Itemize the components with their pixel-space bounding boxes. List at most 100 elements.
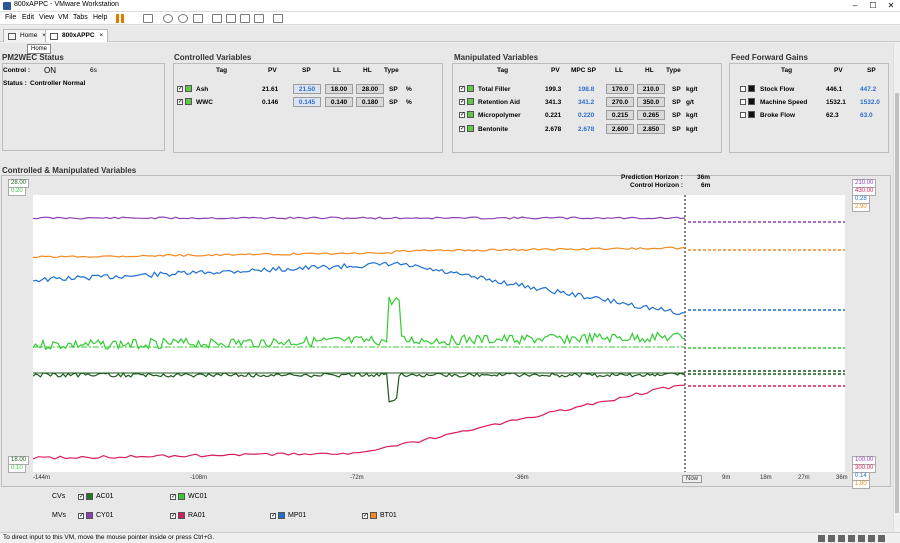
ff-checkbox[interactable] [740, 99, 746, 105]
tab-home[interactable]: Home × [3, 29, 51, 42]
fullscreen-icon[interactable] [240, 14, 250, 23]
cv-ash-type: SP [389, 86, 398, 93]
legend-mv-name: BT01 [380, 512, 397, 519]
mv-checkbox[interactable]: ✓ [459, 126, 466, 132]
maximize-icon[interactable]: ☐ [869, 1, 877, 10]
control-horizon-value: 6m [701, 182, 711, 189]
vertical-scrollbar[interactable] [893, 43, 900, 532]
mv-tag: Micropolymer [478, 112, 521, 119]
bt01-trace [33, 246, 686, 259]
pause-icon-bar [121, 14, 124, 23]
cv-ash-sp[interactable]: 21.50 [293, 84, 321, 94]
pause-icon[interactable] [116, 14, 119, 23]
mv-ll[interactable]: 0.215 [606, 110, 634, 120]
x-tick-label: Now [682, 475, 703, 483]
x-tick-label: 18m [760, 475, 772, 481]
legend-checkbox[interactable]: ✓ [270, 513, 277, 519]
tab-close-icon[interactable]: × [99, 32, 104, 39]
mv-mpc-sp: 341.2 [578, 99, 595, 106]
title-bar: 800xAPPC - VMware Workstation – ☐ ✕ [0, 0, 900, 12]
cv-ash-hl[interactable]: 28.00 [356, 84, 384, 94]
mv-checkbox[interactable]: ✓ [459, 112, 466, 118]
cv-wwc-sp[interactable]: 0.145 [293, 97, 321, 107]
mv-hl[interactable]: 210.0 [637, 84, 665, 94]
status-text: To direct input to this VM, move the mou… [3, 534, 215, 541]
mv-unit: kg/t [686, 86, 698, 93]
left-axis-bottom-wc: 0.10 [8, 464, 26, 473]
revert-snapshot-icon[interactable] [178, 14, 188, 23]
snapshot-icon[interactable] [163, 14, 173, 23]
mv-checkbox[interactable]: ✓ [459, 86, 466, 92]
mv-hl[interactable]: 0.265 [637, 110, 665, 120]
cv-ash-ll[interactable]: 18.00 [325, 84, 353, 94]
mv-checkbox[interactable]: ✓ [459, 99, 466, 105]
x-tick-label: 36m [836, 475, 848, 481]
tab-vm-label: 800xAPPC [62, 32, 95, 39]
unity-icon[interactable] [254, 14, 264, 23]
legend-checkbox[interactable]: ✓ [170, 513, 177, 519]
cv-wwc-checkbox[interactable]: ✓ [177, 99, 184, 105]
vm-tab-bar: Home × 800xAPPC × [0, 26, 900, 42]
send-ctrl-alt-del-icon[interactable] [143, 14, 153, 23]
mv-hl[interactable]: 2.850 [637, 124, 665, 134]
x-tick-label: -144m [33, 475, 51, 481]
mv-header-tag: Tag [497, 67, 509, 74]
tab-800xappc[interactable]: 800xAPPC × [45, 29, 109, 42]
library-icon[interactable] [212, 14, 222, 23]
menu-view[interactable]: View [39, 14, 55, 21]
scrollbar-thumb[interactable] [895, 93, 899, 513]
cv-ash-checkbox[interactable]: ✓ [177, 86, 184, 92]
mv-ll[interactable]: 270.0 [606, 97, 634, 107]
ff-tag: Stock Flow [760, 86, 795, 93]
device-tray-icons[interactable] [818, 535, 888, 542]
snapshot-manager-icon[interactable] [193, 14, 203, 23]
ff-pv: 1532.1 [826, 99, 846, 106]
ff-pv: 446.1 [826, 86, 843, 93]
menu-tabs[interactable]: Tabs [73, 14, 88, 21]
cv-wwc-hl[interactable]: 0.180 [356, 97, 384, 107]
legend-mv-name: RA01 [188, 512, 206, 519]
mv-ll[interactable]: 2.600 [606, 124, 634, 134]
mv-hl[interactable]: 350.0 [637, 97, 665, 107]
console-view-icon[interactable] [273, 14, 283, 23]
menu-help[interactable]: Help [93, 14, 108, 21]
mv-type: SP [672, 126, 681, 133]
trend-chart[interactable] [33, 195, 845, 472]
legend-checkbox[interactable]: ✓ [170, 494, 177, 500]
ff-sp: 447.2 [860, 86, 877, 93]
ff-checkbox[interactable] [740, 112, 746, 118]
mv-pv: 341.3 [545, 99, 562, 106]
mv-unit: kg/t [686, 112, 698, 119]
legend-mv-name: CY01 [96, 512, 114, 519]
window-title: 800xAPPC - VMware Workstation [14, 1, 119, 8]
pm2wec-status-panel: PM2WEC Status [2, 53, 167, 153]
menu-vm[interactable]: VM [58, 14, 69, 21]
close-icon[interactable]: ✕ [887, 1, 895, 10]
ff-sp: 1532.0 [860, 99, 880, 106]
mv-pv: 2.678 [545, 126, 562, 133]
menu-file[interactable]: File [5, 14, 17, 21]
ff-checkbox[interactable] [740, 86, 746, 92]
vm-icon [50, 33, 58, 40]
mv-status-icon [467, 125, 474, 132]
legend-checkbox[interactable]: ✓ [362, 513, 369, 519]
chart-section-title: Controlled & Manipulated Variables [2, 166, 137, 175]
tab-home-label: Home [20, 32, 38, 39]
thumbnail-icon[interactable] [226, 14, 236, 23]
legend-checkbox[interactable]: ✓ [78, 513, 85, 519]
legend-color-swatch [278, 512, 285, 519]
mv-type: SP [672, 86, 681, 93]
mv-unit: kg/t [686, 126, 698, 133]
legend-checkbox[interactable]: ✓ [78, 494, 85, 500]
mv-mpc-sp: 0.220 [578, 112, 595, 119]
ff-pv: 62.3 [826, 112, 839, 119]
mv-ll[interactable]: 170.0 [606, 84, 634, 94]
mv-panel [452, 63, 722, 153]
tab-close-icon[interactable]: × [42, 32, 46, 39]
cv-header-hl: HL [363, 67, 372, 74]
menu-edit[interactable]: Edit [22, 14, 35, 21]
cv-wwc-ll[interactable]: 0.140 [325, 97, 353, 107]
cv-ash-pv: 21.61 [262, 86, 279, 93]
minimize-icon[interactable]: – [852, 1, 858, 10]
mv-tag: Bentonite [478, 126, 508, 133]
